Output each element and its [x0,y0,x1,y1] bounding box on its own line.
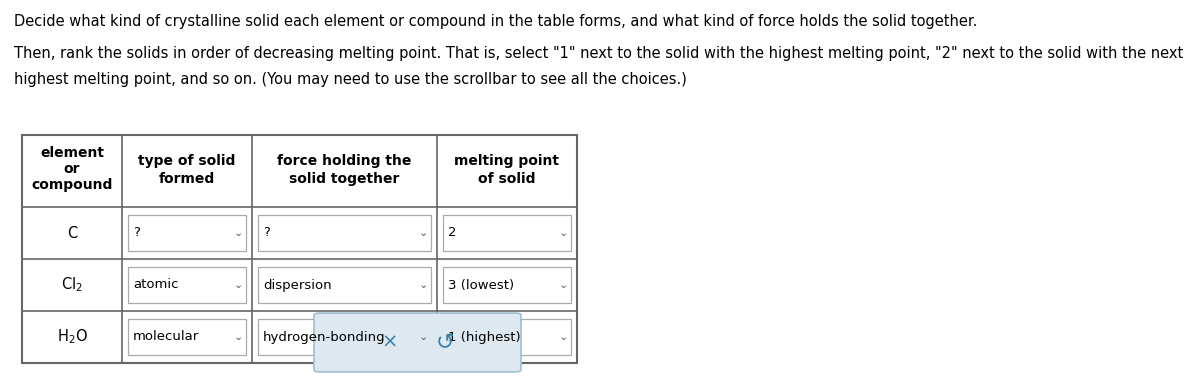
Text: or: or [64,162,80,176]
Text: force holding the: force holding the [277,154,412,168]
Text: ⌄: ⌄ [419,228,427,238]
Text: ⌄: ⌄ [233,228,242,238]
Text: Decide what kind of crystalline solid each element or compound in the table form: Decide what kind of crystalline solid ea… [14,14,977,29]
Text: ⌄: ⌄ [233,332,242,342]
Text: type of solid: type of solid [138,154,235,168]
Text: melting point: melting point [455,154,559,168]
Text: of solid: of solid [479,172,535,186]
Text: element: element [40,146,104,160]
Text: hydrogen-bonding: hydrogen-bonding [263,330,385,344]
Text: ↺: ↺ [436,333,455,353]
Text: Cl$_2$: Cl$_2$ [61,276,83,294]
Text: ⌄: ⌄ [558,280,568,290]
Text: ⌄: ⌄ [558,228,568,238]
Text: ×: × [382,333,397,352]
Text: ?: ? [263,227,270,239]
Text: compound: compound [31,178,113,192]
Text: 3 (lowest): 3 (lowest) [448,278,514,291]
Text: solid together: solid together [289,172,400,186]
Text: 1 (highest): 1 (highest) [448,330,521,344]
Text: C: C [67,225,77,241]
Text: ⌄: ⌄ [419,280,427,290]
Text: H$_2$O: H$_2$O [56,328,88,346]
Text: ?: ? [133,227,140,239]
Text: Then, rank the solids in order of decreasing melting point. That is, select "1" : Then, rank the solids in order of decrea… [14,46,1183,61]
Text: ⌄: ⌄ [419,332,427,342]
Text: ⌄: ⌄ [233,280,242,290]
Text: highest melting point, and so on. (You may need to use the scrollbar to see all : highest melting point, and so on. (You m… [14,72,686,87]
Text: 2: 2 [448,227,456,239]
Text: dispersion: dispersion [263,278,331,291]
Text: molecular: molecular [133,330,199,344]
Text: formed: formed [158,172,215,186]
Text: atomic: atomic [133,278,179,291]
Text: ⌄: ⌄ [558,332,568,342]
